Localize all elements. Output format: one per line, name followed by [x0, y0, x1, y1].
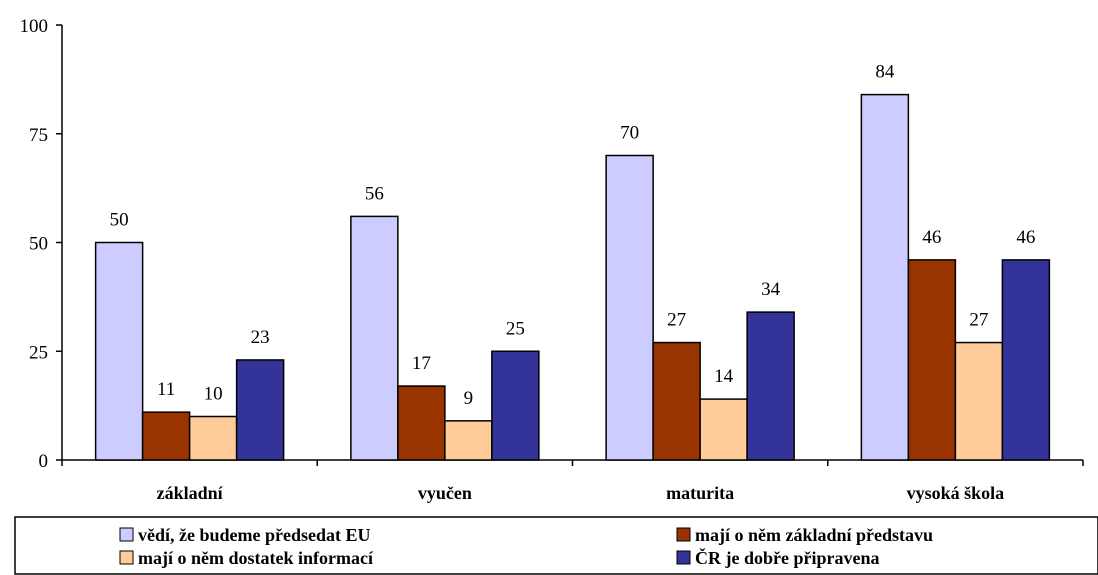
legend-swatch	[119, 550, 134, 565]
bar	[350, 215, 399, 461]
data-label: 10	[204, 384, 223, 405]
data-label: 23	[251, 327, 270, 348]
y-tick-label: 25	[29, 342, 48, 363]
bar	[699, 398, 748, 461]
data-label: 84	[875, 62, 895, 83]
x-axis-ticks	[61, 460, 1084, 466]
bar	[397, 385, 446, 461]
data-label: 50	[110, 210, 129, 231]
category-label: vyučen	[418, 483, 472, 503]
legend-swatch	[119, 527, 134, 542]
bar	[860, 93, 910, 461]
y-tick-label: 75	[29, 125, 48, 146]
bar	[907, 259, 957, 461]
data-label: 27	[667, 310, 686, 331]
y-tick-label: 0	[39, 451, 49, 472]
category-label: maturita	[666, 483, 734, 503]
data-label: 46	[922, 227, 941, 248]
legend-label: mají o něm základní představu	[695, 525, 933, 545]
bar	[188, 415, 238, 461]
bar	[235, 359, 285, 461]
category-labels: základní vyučen maturita vysoká škola	[157, 483, 1005, 503]
data-labels: 50 11 10 23 56 17 9 25 70 27 14 34 84 46 27 46	[110, 62, 1036, 409]
bar	[954, 341, 1004, 461]
data-label: 14	[714, 366, 734, 387]
legend-label: ČR je dobře připravena	[695, 547, 879, 568]
legend-box	[14, 516, 1098, 575]
legend-label: mají o něm dostatek informací	[138, 548, 374, 568]
data-label: 46	[1016, 227, 1035, 248]
bar	[652, 341, 701, 461]
data-label: 56	[365, 183, 384, 204]
category-label: základní	[157, 483, 224, 503]
data-label: 25	[506, 318, 525, 339]
bar	[605, 154, 654, 461]
data-label: 11	[157, 379, 175, 400]
y-axis-ticks: 0 25 50 75 100	[20, 16, 62, 472]
legend: vědí, že budeme předsedat EU mají o něm z…	[14, 516, 1098, 575]
bar	[1001, 259, 1051, 461]
data-label: 70	[620, 123, 639, 144]
data-label: 9	[464, 388, 474, 409]
legend-swatch	[676, 550, 691, 565]
data-label: 34	[761, 279, 781, 300]
y-tick-label: 50	[29, 234, 48, 255]
bar	[444, 420, 493, 461]
legend-swatch	[676, 527, 691, 542]
data-label: 27	[969, 310, 988, 331]
bar	[746, 311, 795, 461]
data-label: 17	[412, 353, 431, 374]
legend-label: vědí, že budeme předsedat EU	[138, 525, 371, 545]
y-tick-label: 100	[20, 16, 49, 37]
category-label: vysoká škola	[907, 483, 1005, 503]
bar-series-group	[94, 93, 1051, 461]
bar	[94, 241, 144, 461]
bar	[141, 411, 191, 461]
bar	[491, 350, 540, 461]
